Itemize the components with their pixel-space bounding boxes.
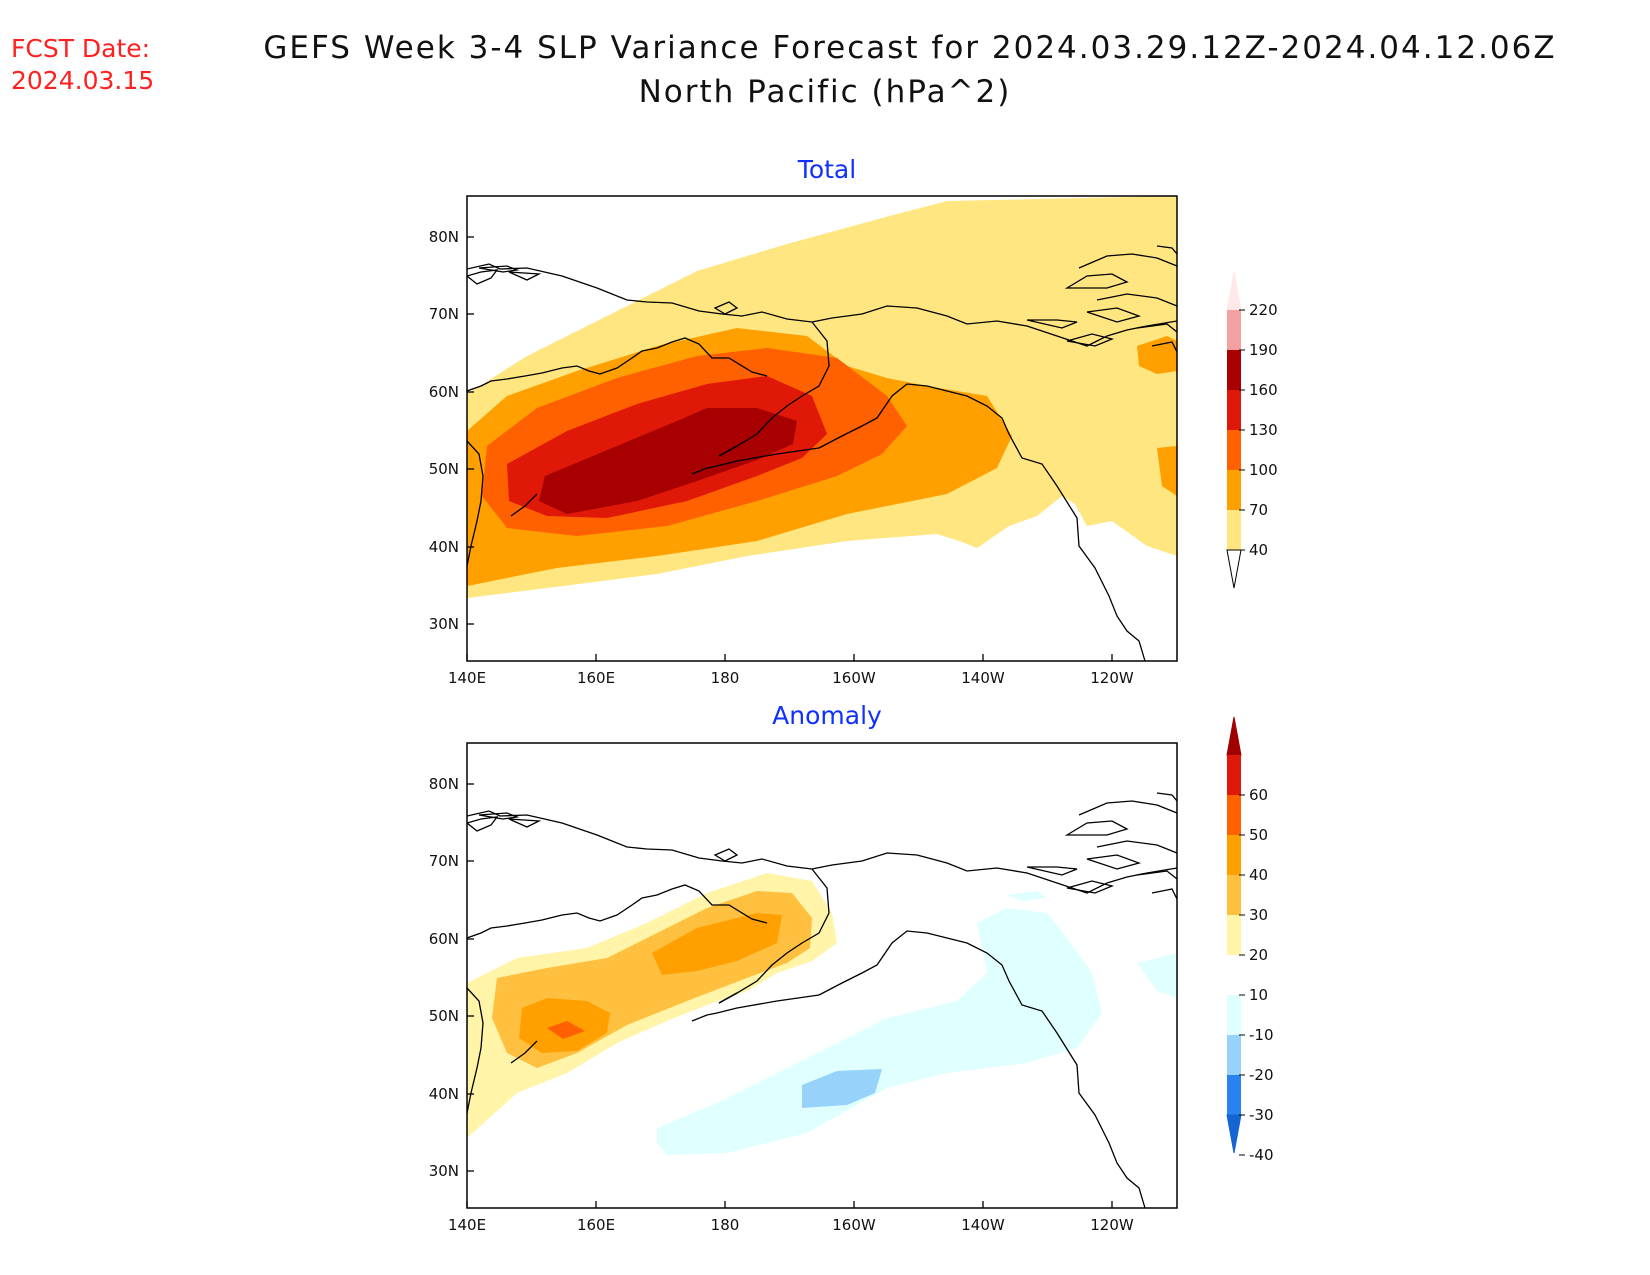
colorbar-segment — [1227, 470, 1241, 510]
lat-tick-label: 80N — [429, 775, 459, 793]
anomaly-neg-10-n — [1007, 891, 1047, 901]
lat-tick-label: 60N — [429, 930, 459, 948]
colorbar-level-label: 60 — [1249, 786, 1268, 804]
colorbar-level-label: 130 — [1249, 421, 1278, 439]
colorbar-arrow-top — [1226, 271, 1242, 311]
colorbar-segment — [1227, 835, 1241, 875]
colorbar-level-label: -10 — [1249, 1026, 1274, 1044]
total-ne-40 — [1137, 336, 1177, 374]
colorbar-level-label: -40 — [1249, 1146, 1274, 1164]
panel-title-anomaly: Anomaly — [772, 701, 882, 730]
lat-axis-total: 80N 70N 60N 50N 40N 30N — [429, 228, 474, 633]
lat-tick-label: 60N — [429, 383, 459, 401]
map-frame-anomaly — [466, 742, 1178, 1209]
lon-tick-label: 160W — [832, 1216, 876, 1234]
colorbar-level-label: 40 — [1249, 541, 1268, 559]
colorbar-level-label: 30 — [1249, 906, 1268, 924]
colorbar-segment — [1227, 795, 1241, 835]
lon-tick-label: 180 — [711, 1216, 740, 1234]
lat-tick-label: 50N — [429, 460, 459, 478]
map-frame-total — [466, 195, 1178, 662]
colorbar-segment — [1227, 510, 1241, 550]
anomaly-neg-10 — [657, 908, 1102, 1155]
colorbar-segment — [1227, 995, 1241, 1035]
lon-tick-label: 140E — [448, 669, 486, 687]
lon-axis-anomaly: 140E 160E 180 160W 140W 120W — [448, 1201, 1134, 1234]
colorbar-segment — [1227, 390, 1241, 430]
lat-tick-label: 40N — [429, 538, 459, 556]
total-e-40 — [1157, 446, 1177, 496]
lat-tick-label: 30N — [429, 615, 459, 633]
colorbar-segment — [1227, 1035, 1241, 1075]
lon-tick-label: 140E — [448, 1216, 486, 1234]
colorbar-total: 40 70 100 130 160 190 220 — [1226, 271, 1278, 589]
colorbar-level-label: 20 — [1249, 946, 1268, 964]
lon-tick-label: 160W — [832, 669, 876, 687]
colorbar-level-label: 190 — [1249, 341, 1278, 359]
colorbar-level-label: 220 — [1249, 301, 1278, 319]
lon-tick-label: 160E — [577, 669, 615, 687]
colorbar-segment — [1227, 310, 1241, 350]
colorbar-level-label: 160 — [1249, 381, 1278, 399]
anomaly-variance-map — [467, 792, 1177, 1208]
lon-tick-label: 120W — [1090, 669, 1134, 687]
colorbar-level-label: 100 — [1249, 461, 1278, 479]
colorbar-segment — [1227, 350, 1241, 390]
colorbar-level-label: -20 — [1249, 1066, 1274, 1084]
colorbar-arrow-bottom — [1226, 1114, 1242, 1154]
colorbar-segment — [1227, 430, 1241, 470]
lon-tick-label: 180 — [711, 669, 740, 687]
colorbar-level-label: 70 — [1249, 501, 1268, 519]
colorbar-level-label: 50 — [1249, 826, 1268, 844]
lat-tick-label: 40N — [429, 1085, 459, 1103]
colorbar-segment — [1227, 875, 1241, 915]
lon-tick-label: 140W — [961, 1216, 1005, 1234]
anomaly-neg-10-ne — [1137, 953, 1177, 998]
colorbar-anomaly: 60 50 40 30 20 10 -10 -20 -30 -40 — [1226, 716, 1274, 1164]
anomaly-neg-20 — [802, 1069, 882, 1108]
region-subtitle: North Pacific (hPa^2) — [638, 74, 1012, 110]
lat-tick-label: 50N — [429, 1007, 459, 1025]
lon-axis-total: 140E 160E 180 160W 140W 120W — [448, 654, 1134, 687]
colorbar-level-label: 10 — [1249, 986, 1268, 1004]
lon-tick-label: 160E — [577, 1216, 615, 1234]
colorbar-level-label: -30 — [1249, 1106, 1274, 1124]
colorbar-segment — [1227, 955, 1241, 995]
lat-tick-label: 80N — [429, 228, 459, 246]
fcst-date-label: FCST Date: — [11, 34, 151, 63]
lon-tick-label: 120W — [1090, 1216, 1134, 1234]
colorbar-arrow-top — [1226, 716, 1242, 756]
lon-tick-label: 140W — [961, 669, 1005, 687]
total-contour-160 — [539, 408, 797, 514]
colorbar-segment — [1227, 1075, 1241, 1115]
fcst-date-value: 2024.03.15 — [11, 66, 155, 95]
lat-tick-label: 70N — [429, 852, 459, 870]
lat-tick-label: 70N — [429, 305, 459, 323]
colorbar-segment — [1227, 755, 1241, 795]
anomaly-pos-40 — [547, 1021, 585, 1039]
panel-title-total: Total — [797, 155, 856, 184]
colorbar-arrow-bottom — [1226, 549, 1242, 589]
total-variance-map — [467, 196, 1177, 661]
main-title: GEFS Week 3-4 SLP Variance Forecast for … — [263, 30, 1557, 66]
colorbar-segment — [1227, 915, 1241, 955]
colorbar-level-label: 40 — [1249, 866, 1268, 884]
lat-tick-label: 30N — [429, 1162, 459, 1180]
lat-axis-anomaly: 80N 70N 60N 50N 40N 30N — [429, 775, 474, 1180]
anomaly-pos-30-b — [652, 913, 782, 975]
